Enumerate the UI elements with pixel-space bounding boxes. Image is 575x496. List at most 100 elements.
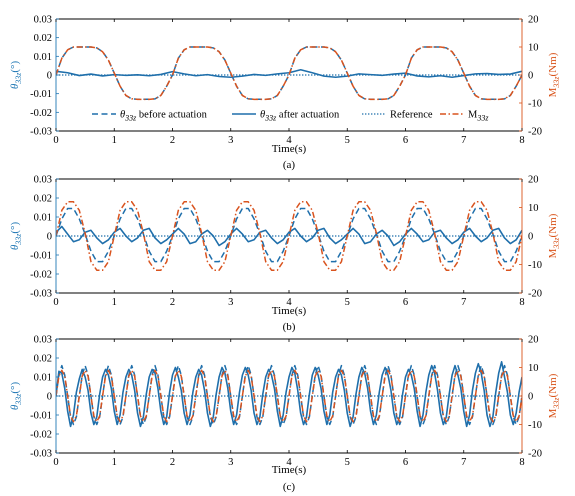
series-line-dashdot	[56, 46, 522, 101]
right-axis-label: M33z(Nm)	[547, 52, 561, 97]
x-tick-label: 1	[112, 297, 117, 308]
right-axis-label: M33z(Nm)	[547, 373, 561, 418]
x-tick-label: 3	[228, 135, 233, 146]
left-tick-label: -0.01	[30, 411, 52, 422]
panel-tag: (b)	[283, 321, 296, 333]
series-group	[56, 201, 522, 271]
right-tick-label: -10	[528, 99, 542, 110]
left-tick-label: 0.01	[34, 213, 52, 224]
left-tick-label: -0.01	[30, 89, 52, 100]
right-tick-label: 20	[528, 175, 539, 186]
panel-tag: (c)	[283, 481, 296, 493]
x-axis-label: Time(s)	[272, 305, 307, 317]
left-tick-label: -0.02	[30, 270, 52, 281]
x-tick-label: 4	[286, 297, 292, 308]
left-tick-label: 0.02	[34, 194, 52, 205]
left-tick-label: -0.02	[30, 108, 52, 119]
right-tick-label: 10	[528, 203, 539, 214]
svg-text:θ33z(°): θ33z(°)	[9, 382, 23, 411]
x-tick-label: 3	[228, 297, 233, 308]
svg-text:Reference: Reference	[390, 110, 433, 121]
x-tick-label: 0	[53, 457, 58, 468]
x-tick-label: 2	[170, 135, 175, 146]
x-tick-label: 7	[461, 135, 466, 146]
svg-text:θ33z(°): θ33z(°)	[9, 222, 23, 251]
left-tick-label: -0.03	[30, 127, 52, 138]
left-tick-label: 0.01	[34, 373, 52, 384]
left-tick-label: 0.03	[34, 335, 52, 346]
svg-text:M33z: M33z	[468, 110, 489, 123]
legend-entry: Reference	[390, 110, 433, 121]
series-line-solid	[56, 361, 522, 428]
right-tick-label: 0	[528, 392, 533, 403]
x-tick-label: 1	[112, 457, 117, 468]
svg-text:θ33z(°): θ33z(°)	[9, 61, 23, 90]
x-tick-label: 0	[53, 135, 58, 146]
x-tick-label: 2	[170, 297, 175, 308]
left-axis-label: θ33z(°)	[9, 61, 23, 90]
x-tick-label: 6	[403, 457, 408, 468]
left-tick-label: 0	[47, 71, 52, 82]
legend-entry: θ33z before actuation	[120, 110, 208, 123]
chart-panel-3: 0 1 2 3 4 5 6 7 8 0.03 0.02 0.01 0 -0.01 -0.02 -0.03 20 1…	[9, 335, 561, 494]
svg-text:M33z(Nm): M33z(Nm)	[547, 373, 561, 418]
x-tick-label: 8	[519, 135, 524, 146]
left-tick-label: 0.03	[34, 175, 52, 186]
series-line-dashed	[56, 207, 522, 263]
left-tick-label: 0.03	[34, 15, 52, 26]
left-axis-label: θ33z(°)	[9, 382, 23, 411]
x-tick-label: 5	[345, 297, 350, 308]
legend-entry: θ33z after actuation	[260, 110, 340, 123]
svg-text:M33z(Nm): M33z(Nm)	[547, 213, 561, 258]
left-tick-label: 0	[47, 392, 52, 403]
left-tick-label: 0.01	[34, 52, 52, 63]
x-tick-label: 0	[53, 297, 58, 308]
left-tick-label: 0.02	[34, 354, 52, 365]
chart-panel-2: 0 1 2 3 4 5 6 7 8 0.03 0.02 0.01 0 -0.01 -0.02 -0.03 20 1…	[9, 175, 561, 334]
left-tick-label: -0.01	[30, 251, 52, 262]
x-tick-label: 6	[403, 297, 408, 308]
x-axis-label: Time(s)	[272, 464, 307, 476]
x-tick-label: 1	[112, 135, 117, 146]
x-tick-label: 6	[403, 135, 408, 146]
right-tick-label: 20	[528, 15, 539, 26]
right-tick-label: -10	[528, 260, 542, 271]
x-tick-label: 2	[170, 457, 175, 468]
right-tick-label: -20	[528, 289, 542, 300]
left-tick-label: -0.03	[30, 449, 52, 460]
right-tick-label: 20	[528, 335, 539, 346]
left-tick-label: 0.02	[34, 33, 52, 44]
left-tick-label: 0	[47, 232, 52, 243]
legend: θ33z before actuation θ33z after actuatio…	[92, 110, 489, 123]
chart-panel-1: 0 1 2 3 4 5 6 7 8 0.03 0.02 0.01 0 -0.01 -0.02 -0.03 20 1…	[9, 15, 561, 172]
right-tick-label: -20	[528, 127, 542, 138]
x-tick-label: 3	[228, 457, 233, 468]
right-tick-label: 10	[528, 363, 539, 374]
x-tick-label: 4	[286, 135, 292, 146]
right-axis-label: M33z(Nm)	[547, 213, 561, 258]
x-tick-label: 5	[345, 135, 350, 146]
svg-text:θ33z before actuation: θ33z before actuation	[120, 110, 208, 123]
right-tick-label: 10	[528, 43, 539, 54]
right-tick-label: -20	[528, 449, 542, 460]
x-tick-label: 5	[345, 457, 350, 468]
series-line-dashdot	[56, 369, 522, 423]
panel-tag: (a)	[283, 159, 296, 171]
x-tick-label: 4	[286, 457, 292, 468]
series-line-dashdot	[56, 201, 522, 271]
x-tick-label: 8	[519, 457, 524, 468]
left-tick-label: -0.02	[30, 430, 52, 441]
x-tick-label: 8	[519, 297, 524, 308]
x-tick-label: 7	[461, 457, 466, 468]
x-tick-label: 7	[461, 297, 466, 308]
svg-text:θ33z after actuation: θ33z after actuation	[260, 110, 340, 123]
x-axis-label: Time(s)	[272, 143, 307, 155]
legend-entry: M33z	[468, 110, 489, 123]
left-tick-label: -0.03	[30, 289, 52, 300]
right-tick-label: -10	[528, 420, 542, 431]
series-group	[56, 46, 522, 101]
series-group	[56, 361, 522, 428]
right-tick-label: 0	[528, 71, 533, 82]
left-axis-label: θ33z(°)	[9, 222, 23, 251]
